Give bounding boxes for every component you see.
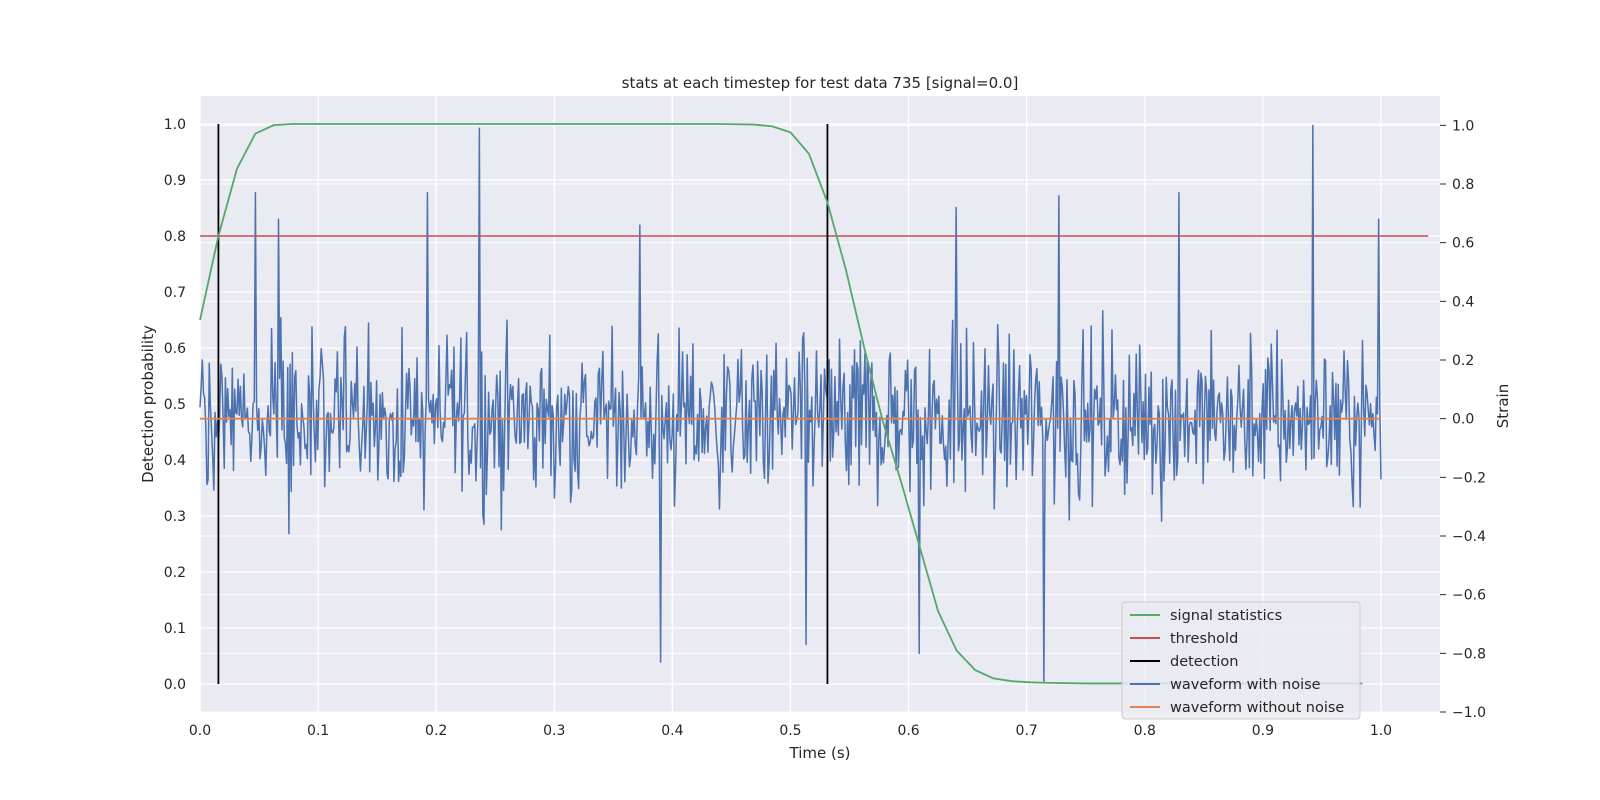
y-axis-label-right: Strain bbox=[1494, 384, 1512, 428]
y-tick-label-right: −0.8 bbox=[1452, 646, 1486, 662]
x-axis-label: Time (s) bbox=[789, 744, 851, 762]
y-tick-label-right: 0.4 bbox=[1452, 294, 1474, 310]
y-tick-label-left: 0.2 bbox=[164, 565, 186, 581]
y-tick-label-right: 1.0 bbox=[1452, 118, 1474, 134]
x-tick-label: 1.0 bbox=[1370, 723, 1392, 739]
y-tick-label-left: 0.4 bbox=[164, 453, 186, 469]
y-tick-label-right: 0.2 bbox=[1452, 353, 1474, 369]
x-tick-label: 0.3 bbox=[543, 723, 565, 739]
x-tick-label: 0.2 bbox=[425, 723, 447, 739]
legend-label-waveform-with-noise: waveform with noise bbox=[1170, 677, 1321, 693]
tick-labels: 0.0 0.1 0.2 0.3 0.4 0.5 0.6 0.7 0.8 0.9 1.0 0.0 0.1 0… bbox=[164, 117, 1486, 739]
y-tick-label-left: 0.8 bbox=[164, 229, 186, 245]
y-tick-label-left: 1.0 bbox=[164, 117, 186, 133]
y-tick-label-left: 0.0 bbox=[164, 677, 186, 693]
x-tick-label: 0.1 bbox=[307, 723, 329, 739]
y-tick-label-right: −1.0 bbox=[1452, 705, 1486, 721]
y-tick-label-left: 0.6 bbox=[164, 341, 186, 357]
legend-box bbox=[1121, 601, 1361, 720]
y-tick-label-right: −0.2 bbox=[1452, 470, 1486, 486]
legend-label-threshold: threshold bbox=[1170, 631, 1238, 647]
y-tick-label-right: 0.6 bbox=[1452, 236, 1474, 252]
series-waveform-with-noise bbox=[199, 124, 1382, 684]
legend-label-waveform-without-noise: waveform without noise bbox=[1170, 700, 1344, 716]
legend: signal statistics threshold detection wa… bbox=[1121, 601, 1361, 720]
series-layer bbox=[199, 123, 1429, 685]
y-tick-label-left: 0.7 bbox=[164, 285, 186, 301]
y-tick-label-left: 0.3 bbox=[164, 509, 186, 525]
legend-label-detection: detection bbox=[1170, 654, 1238, 670]
y-tick-label-right: 0.8 bbox=[1452, 177, 1474, 193]
chart-title: stats at each timestep for test data 735… bbox=[622, 74, 1019, 92]
x-tick-label: 0.9 bbox=[1252, 723, 1274, 739]
y-tick-label-left: 0.9 bbox=[164, 173, 186, 189]
y-tick-label-left: 0.1 bbox=[164, 621, 186, 637]
x-tick-label: 0.8 bbox=[1134, 723, 1156, 739]
y-tick-label-left: 0.5 bbox=[164, 397, 186, 413]
series-signal-statistics bbox=[199, 123, 1363, 685]
y-tick-label-right: −0.4 bbox=[1452, 529, 1486, 545]
y-axis-label-left: Detection probability bbox=[139, 325, 157, 483]
x-tick-label: 0.0 bbox=[189, 723, 211, 739]
legend-label-signal-statistics: signal statistics bbox=[1170, 608, 1282, 624]
y-tick-label-right: −0.6 bbox=[1452, 588, 1486, 604]
x-tick-label: 0.7 bbox=[1016, 723, 1038, 739]
y-tick-label-right: 0.0 bbox=[1452, 412, 1474, 428]
x-tick-label: 0.6 bbox=[897, 723, 919, 739]
x-tick-label: 0.4 bbox=[661, 723, 683, 739]
x-tick-label: 0.5 bbox=[779, 723, 801, 739]
